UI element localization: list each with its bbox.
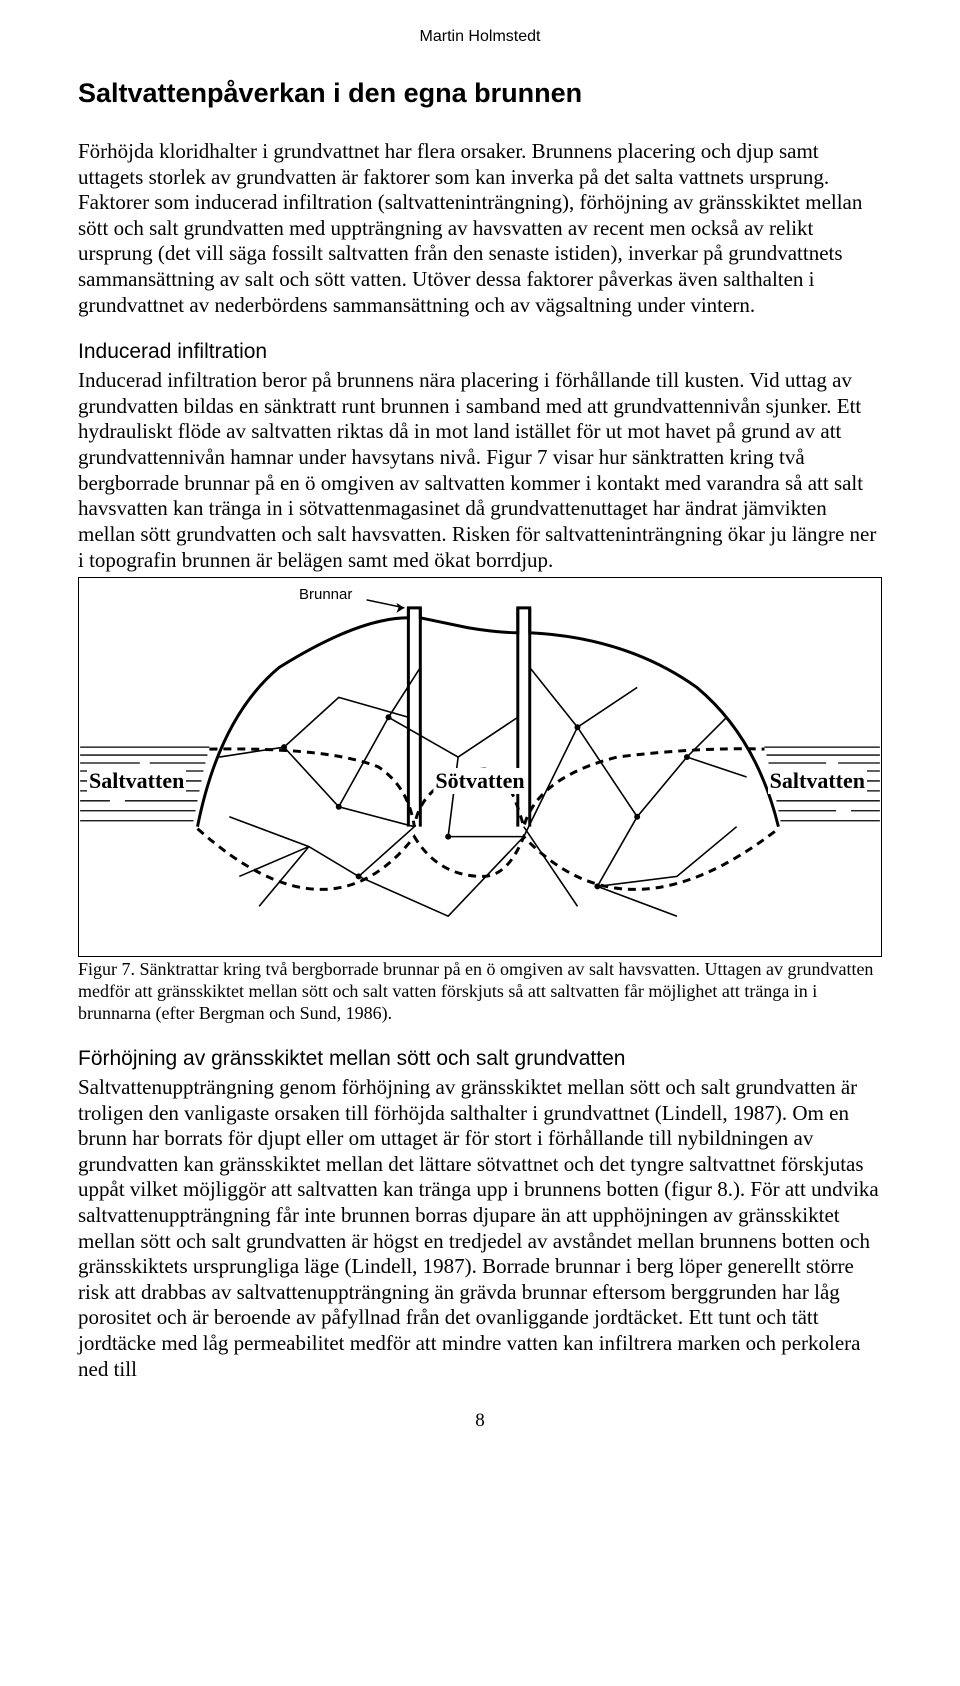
- paragraph-inducerad: Inducerad infiltration beror på brunnens…: [78, 368, 882, 573]
- figure-7: Brunnar Saltvatten Sötvatten Saltvatten: [78, 577, 882, 957]
- subheading-forhojning: Förhöjning av gränsskiktet mellan sött o…: [78, 1047, 882, 1071]
- figure-7-svg: [79, 578, 881, 956]
- author-name: Martin Holmstedt: [78, 28, 882, 46]
- page-title: Saltvattenpåverkan i den egna brunnen: [78, 78, 882, 109]
- figure-7-caption: Figur 7. Sänktrattar kring två bergborra…: [78, 959, 882, 1025]
- figure-label-salt-left: Saltvatten: [87, 768, 186, 794]
- paragraph-forhojning: Saltvattenuppträngning genom förhöjning …: [78, 1075, 882, 1382]
- subheading-inducerad: Inducerad infiltration: [78, 340, 882, 364]
- figure-label-salt-right: Saltvatten: [768, 768, 867, 794]
- page: Martin Holmstedt Saltvattenpåverkan i de…: [0, 0, 960, 1452]
- page-number: 8: [78, 1410, 882, 1432]
- figure-label-brunnar: Brunnar: [299, 586, 352, 603]
- paragraph-intro: Förhöjda kloridhalter i grundvattnet har…: [78, 139, 882, 318]
- figure-label-sot: Sötvatten: [433, 768, 526, 794]
